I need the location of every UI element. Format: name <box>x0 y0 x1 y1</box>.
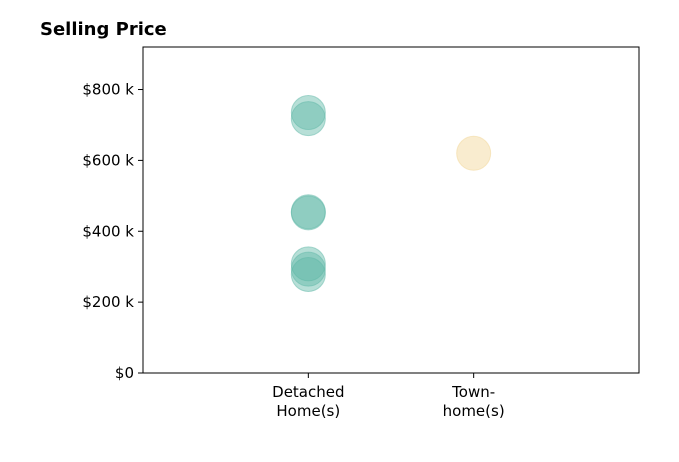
x-tick-label-1-line-0: Town- <box>451 383 495 401</box>
data-point-0-5 <box>290 251 326 287</box>
data-point-0-1 <box>290 101 326 137</box>
data-points <box>290 95 492 292</box>
x-tick-label-0-line-1: Home(s) <box>276 402 340 420</box>
x-tick-label-1-line-1: home(s) <box>443 402 505 420</box>
data-point-0-6 <box>290 256 326 292</box>
y-tick-label-2: $400 k <box>82 222 134 240</box>
x-tick-label-0: Detached Home(s) <box>272 383 344 420</box>
y-tick-label-4: $800 k <box>82 81 134 99</box>
x-tick-label-1: Town-home(s) <box>443 383 505 420</box>
plot-area <box>142 46 640 374</box>
data-point-1-0 <box>456 135 492 171</box>
y-axis: $0 $200 k $400 k $600 k $800 k <box>82 81 143 382</box>
y-tick-label-3: $600 k <box>82 151 134 169</box>
data-point-0-3 <box>290 195 326 231</box>
y-tick-label-0: $0 <box>115 364 134 382</box>
chart-title: Selling Price <box>40 19 167 40</box>
x-tick-label-0-line-0: Detached <box>272 383 344 401</box>
y-tick-label-1: $200 k <box>82 293 134 311</box>
x-axis: Detached Home(s) Town-home(s) <box>272 373 505 420</box>
data-point-0-4 <box>290 246 326 282</box>
